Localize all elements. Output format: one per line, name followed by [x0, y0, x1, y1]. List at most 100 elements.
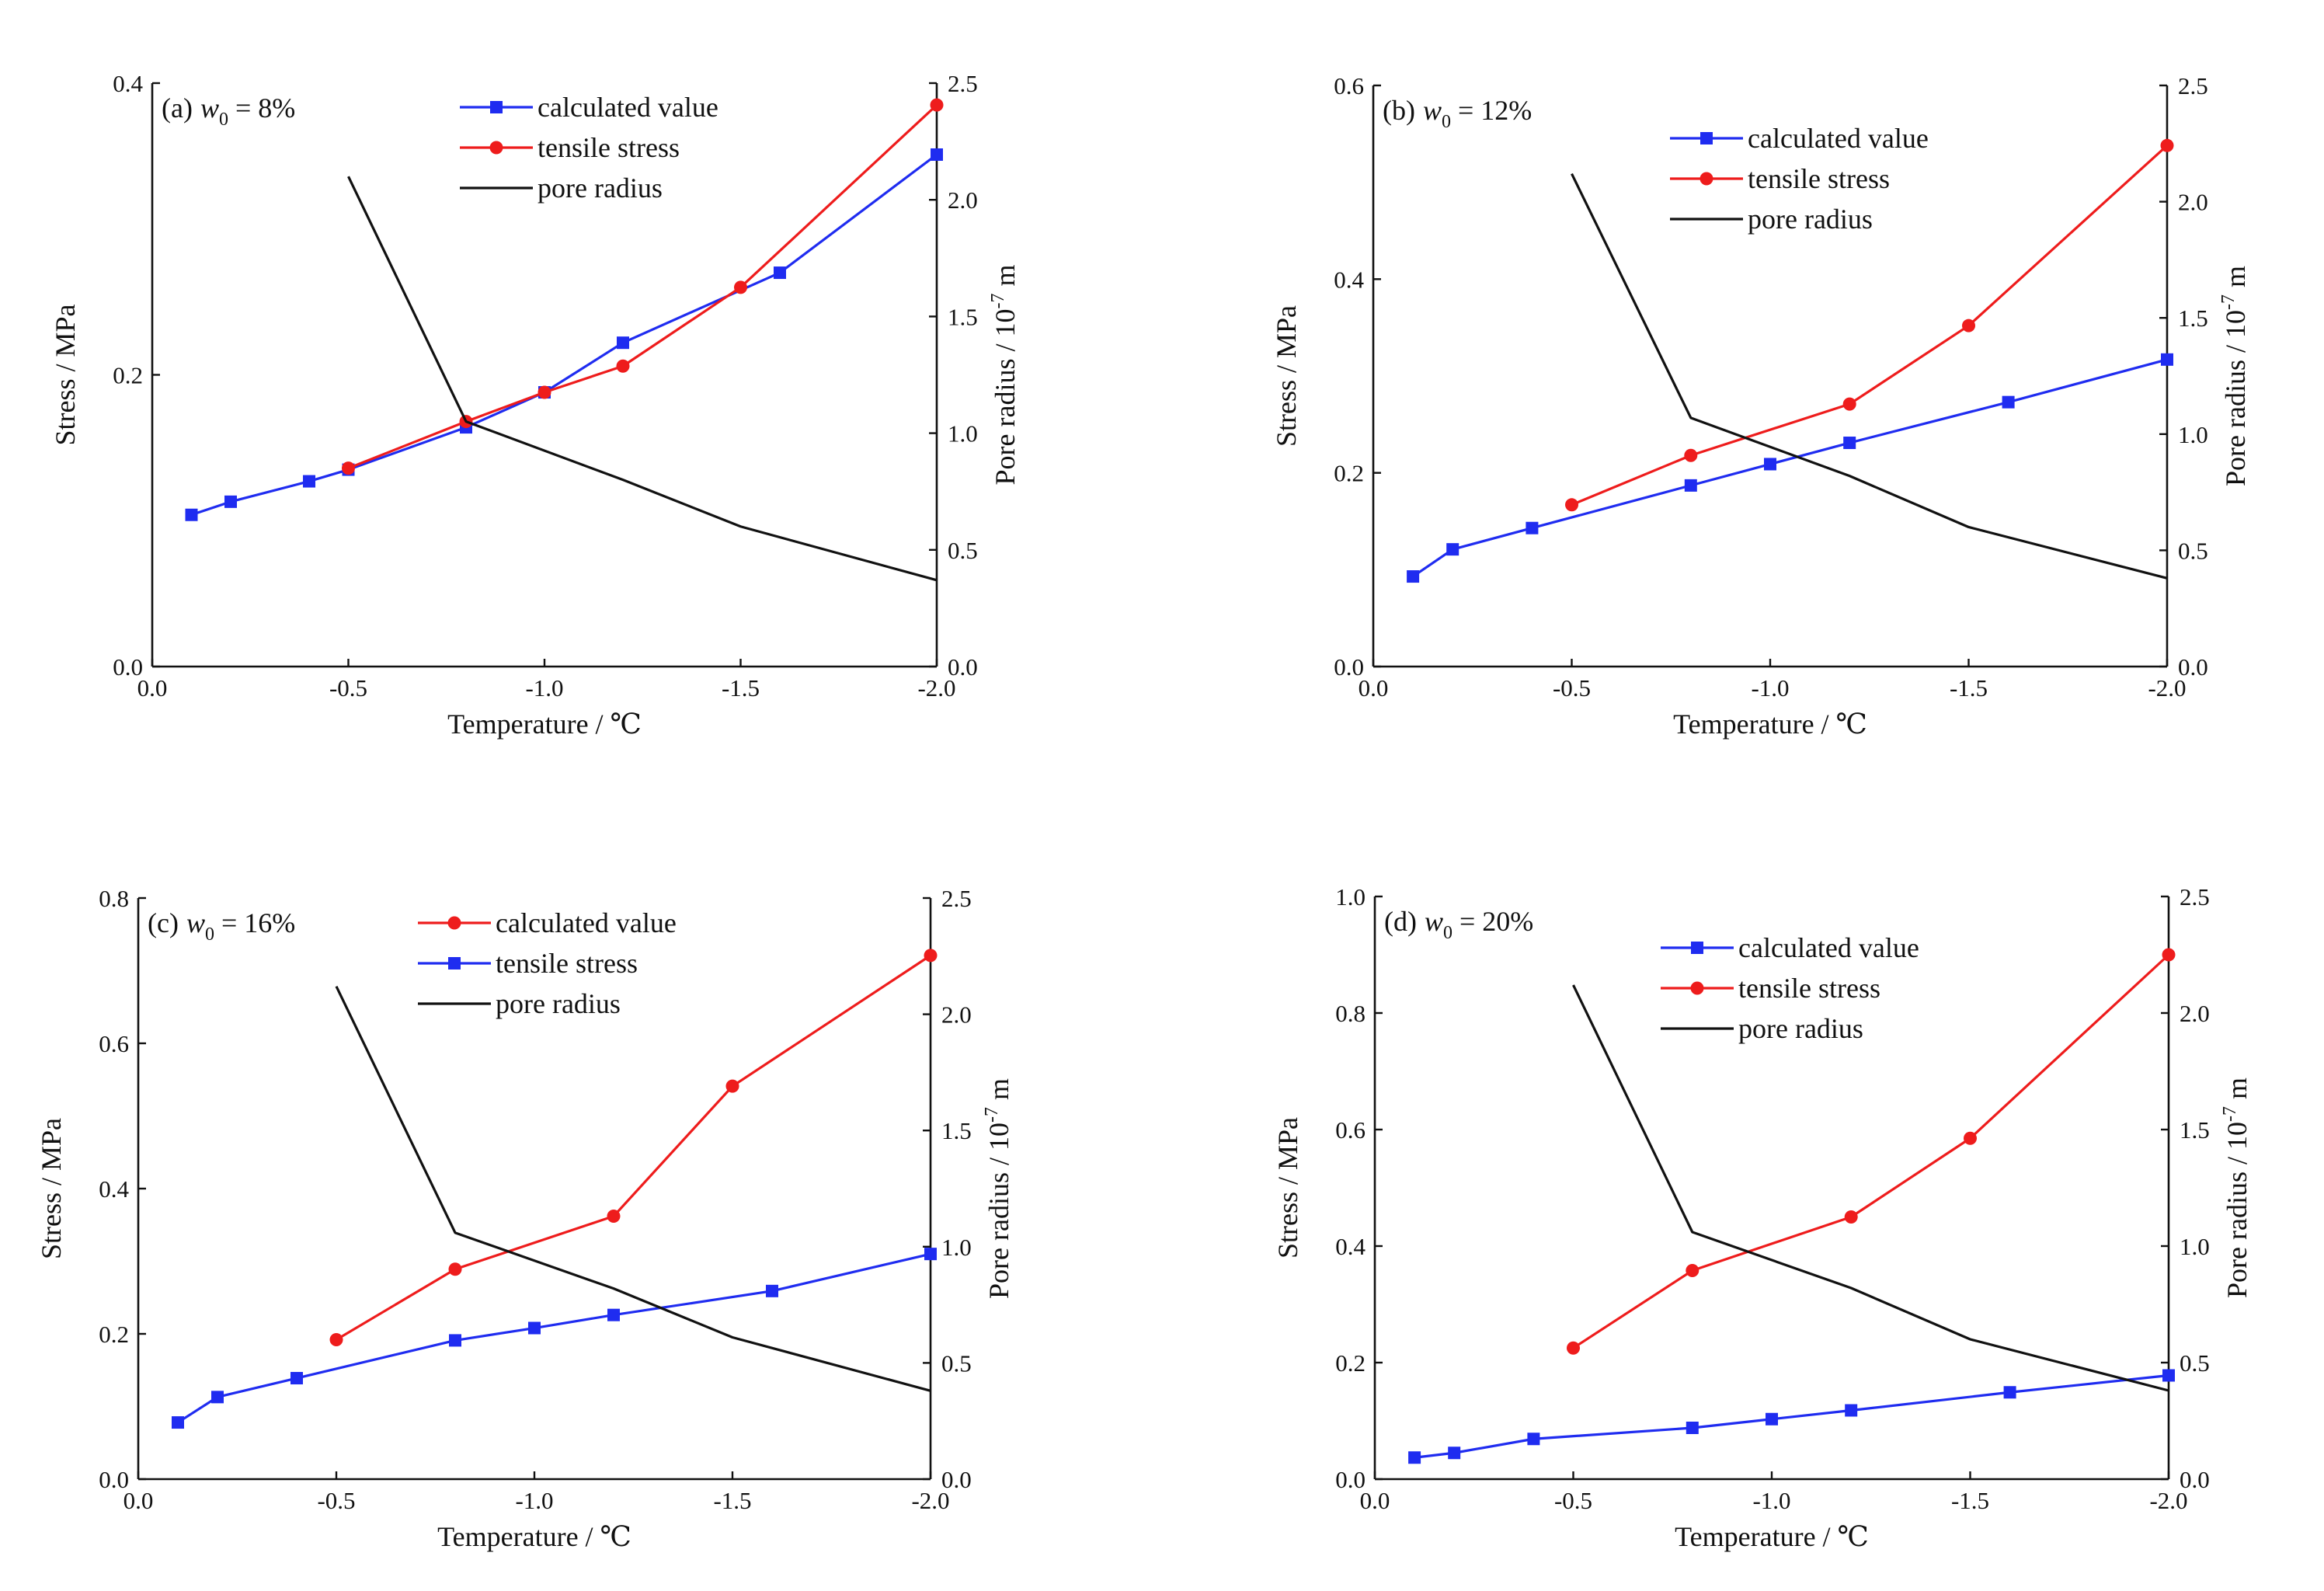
- y-tick-label: 0.4: [113, 70, 143, 97]
- data-point-circle: [448, 1262, 462, 1276]
- y2-tick-label: 0.5: [2178, 537, 2208, 564]
- y2-axis-title-exponent: -7: [982, 1107, 1002, 1123]
- panel-label: (c) w0 = 16%: [148, 907, 295, 945]
- y-tick-label: 0.0: [113, 653, 143, 681]
- legend-label: calculated value: [496, 907, 677, 938]
- legend-swatch-marker: [1700, 132, 1713, 144]
- data-point-square: [617, 336, 629, 350]
- data-point-square: [931, 148, 943, 161]
- data-point-square: [607, 1308, 620, 1321]
- series-line: [1412, 358, 2168, 578]
- legend-entry: tensile stress: [1661, 973, 1880, 1004]
- y-tick-label: 0.2: [1335, 1349, 1366, 1377]
- y-axis-title: Stress / MPa: [1271, 305, 1302, 447]
- y-tick-label: 0.6: [1335, 1116, 1366, 1144]
- chart-panel-b: 0.0 -0.5 -1.0 -1.5 -2.00.00.20.40.60.00.51.0…: [1271, 72, 2251, 740]
- legend-swatch-marker: [489, 141, 503, 155]
- x-tick-label: -2.0: [917, 674, 955, 702]
- data-point-circle: [1565, 498, 1578, 512]
- data-point-square: [1526, 521, 1539, 534]
- legend-entry: tensile stress: [1670, 163, 1890, 194]
- data-point-circle: [725, 1079, 739, 1093]
- panel-label: (a) w0 = 8%: [162, 92, 295, 130]
- y-axis-title: Stress / MPa: [50, 304, 81, 445]
- series-pore-radius: [335, 986, 931, 1392]
- data-point-circle: [538, 385, 551, 399]
- y2-tick-label: 2.0: [2178, 189, 2208, 216]
- x-tick-label: 0.0: [124, 1487, 154, 1514]
- panel-label-variable: w: [186, 907, 205, 938]
- series-line: [1572, 984, 2169, 1392]
- series-tensile-stress: [1565, 138, 2174, 512]
- y-tick-label: 0.0: [1335, 1466, 1366, 1493]
- series-line: [1414, 1373, 2169, 1459]
- y2-axis-title-unit: m: [2220, 266, 2251, 294]
- y2-tick-label: 0.5: [948, 537, 978, 564]
- panel-label-variable: w: [1425, 906, 1443, 937]
- y-tick-label: 1.0: [1335, 883, 1366, 910]
- legend-label: calculated value: [1748, 123, 1929, 154]
- panel-label-value: = 8%: [228, 92, 295, 124]
- data-point-square: [1527, 1433, 1540, 1446]
- y2-tick-label: 1.0: [2178, 421, 2208, 448]
- legend-swatch-marker: [1700, 172, 1713, 186]
- x-tick-label: -0.5: [1553, 674, 1591, 702]
- panel-label-value: = 12%: [1451, 95, 1532, 126]
- y2-tick-label: 1.5: [2180, 1116, 2210, 1144]
- y-tick-label: 0.6: [1334, 72, 1364, 99]
- panel-label-value: = 20%: [1452, 906, 1533, 937]
- series-calculated-value: [1407, 353, 2173, 583]
- legend-label: pore radius: [1748, 204, 1873, 235]
- panels: 0.0 -0.5 -1.0 -1.5 -2.00.00.20.40.00.51.01.5…: [36, 70, 2253, 1552]
- panel-label-letter: (c): [148, 907, 179, 938]
- chart-panel-d: 0.0 -0.5 -1.0 -1.5 -2.00.00.20.40.60.81.00.0…: [1272, 883, 2253, 1552]
- panel-label-subscript: 0: [219, 110, 228, 130]
- legend-entry: tensile stress: [418, 948, 638, 979]
- data-point-square: [1843, 437, 1856, 450]
- data-point-square: [2162, 1369, 2175, 1382]
- x-tick-label: -1.5: [1951, 1487, 1989, 1514]
- legend-label: tensile stress: [1738, 973, 1880, 1004]
- y2-tick-label: 0.0: [941, 1466, 972, 1493]
- data-point-circle: [930, 98, 944, 112]
- y2-axis-title-unit: m: [2221, 1077, 2253, 1106]
- data-point-circle: [1962, 319, 1975, 332]
- series-line: [1571, 172, 2168, 580]
- data-point-square: [1766, 1412, 1778, 1426]
- data-point-square: [2161, 353, 2173, 366]
- data-point-circle: [1844, 1210, 1858, 1224]
- y2-tick-label: 0.5: [941, 1349, 972, 1377]
- legend-entry: pore radius: [1661, 1013, 1863, 1044]
- y2-axis-title-exponent: -7: [988, 294, 1008, 309]
- y-tick-label: 0.8: [99, 885, 129, 912]
- y-tick-label: 0.8: [1335, 1000, 1366, 1027]
- legend-entry: pore radius: [1670, 204, 1873, 235]
- data-point-square: [1446, 543, 1459, 556]
- y2-axis-title-main: Pore radius / 10: [2221, 1122, 2253, 1298]
- legend-swatch-marker: [490, 101, 503, 113]
- data-point-circle: [2160, 138, 2174, 152]
- x-axis-title: Temperature / ℃: [1673, 708, 1867, 740]
- panel-label-letter: (a): [162, 92, 193, 124]
- data-point-circle: [734, 280, 747, 294]
- y2-tick-label: 2.5: [2180, 883, 2210, 910]
- data-point-circle: [924, 949, 938, 963]
- data-point-square: [1686, 1422, 1699, 1434]
- y-tick-label: 0.6: [99, 1030, 129, 1057]
- panel-label-subscript: 0: [205, 924, 214, 945]
- panel-label-subscript: 0: [1442, 112, 1451, 132]
- legend-label: calculated value: [538, 92, 718, 123]
- y2-tick-label: 2.0: [2180, 1000, 2210, 1027]
- y2-axis-title-exponent: -7: [2218, 294, 2239, 310]
- series-pore-radius: [1571, 172, 2168, 580]
- series-line: [177, 1252, 931, 1424]
- series-tensile-stress: [1567, 948, 2176, 1355]
- legend-entry: calculated value: [1670, 123, 1929, 154]
- series-calculated-value: [329, 949, 938, 1346]
- y2-tick-label: 1.0: [2180, 1233, 2210, 1260]
- data-point-square: [211, 1391, 224, 1404]
- y2-tick-label: 2.0: [941, 1001, 972, 1029]
- legend-entry: pore radius: [460, 172, 663, 204]
